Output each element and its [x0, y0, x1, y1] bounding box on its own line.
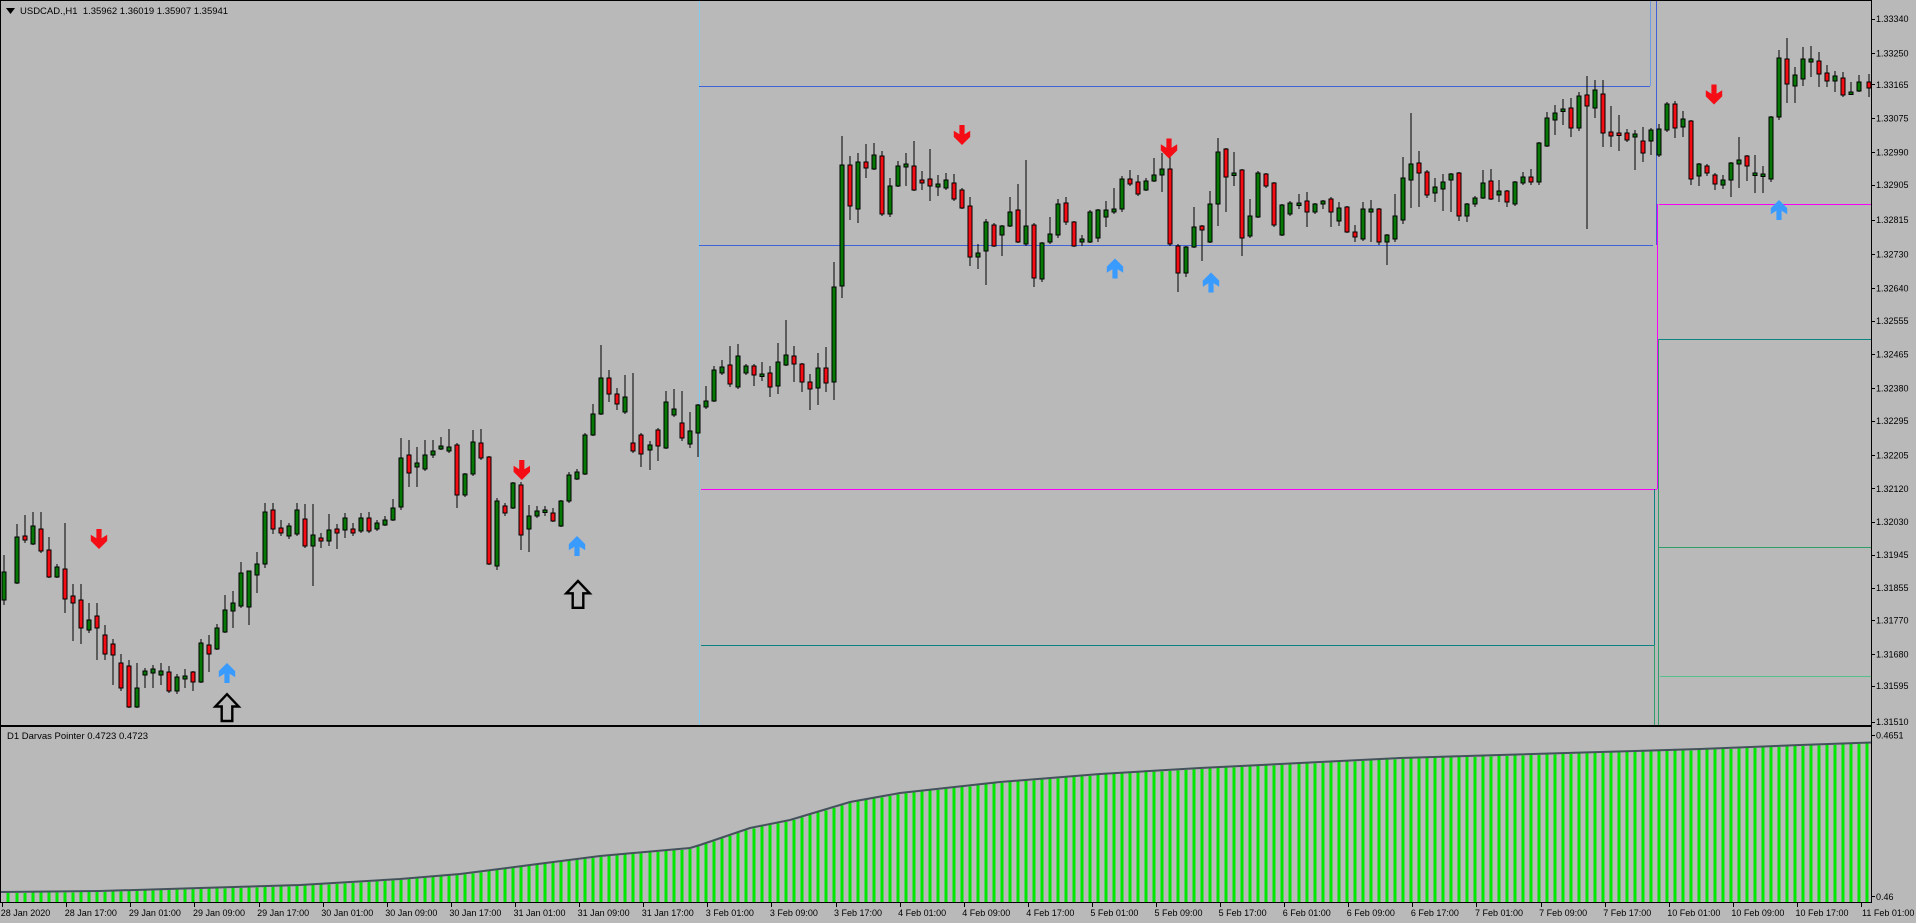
svg-text:1.32640: 1.32640	[1876, 283, 1909, 293]
svg-text:1.31595: 1.31595	[1876, 681, 1909, 691]
svg-text:29 Jan 01:00: 29 Jan 01:00	[129, 908, 181, 918]
svg-text:31 Jan 09:00: 31 Jan 09:00	[578, 908, 630, 918]
svg-text:1.32905: 1.32905	[1876, 180, 1909, 190]
svg-text:1.33165: 1.33165	[1876, 80, 1909, 90]
svg-text:7 Feb 01:00: 7 Feb 01:00	[1475, 908, 1523, 918]
svg-text:4 Feb 09:00: 4 Feb 09:00	[962, 908, 1010, 918]
svg-text:31 Jan 01:00: 31 Jan 01:00	[514, 908, 566, 918]
svg-text:1.31855: 1.31855	[1876, 583, 1909, 593]
svg-text:3 Feb 09:00: 3 Feb 09:00	[770, 908, 818, 918]
svg-text:29 Jan 09:00: 29 Jan 09:00	[193, 908, 245, 918]
svg-text:11 Feb 01:00: 11 Feb 01:00	[1862, 908, 1914, 918]
svg-text:31 Jan 17:00: 31 Jan 17:00	[642, 908, 694, 918]
svg-text:3 Feb 17:00: 3 Feb 17:00	[834, 908, 882, 918]
svg-text:29 Jan 17:00: 29 Jan 17:00	[257, 908, 309, 918]
svg-text:3 Feb 01:00: 3 Feb 01:00	[706, 908, 754, 918]
svg-text:1.32120: 1.32120	[1876, 484, 1909, 494]
svg-text:0.46: 0.46	[1876, 892, 1894, 902]
svg-text:5 Feb 17:00: 5 Feb 17:00	[1219, 908, 1267, 918]
svg-text:D1 Darvas Pointer 0.4723 0.472: D1 Darvas Pointer 0.4723 0.4723	[7, 731, 148, 742]
svg-text:1.32815: 1.32815	[1876, 215, 1909, 225]
svg-text:7 Feb 09:00: 7 Feb 09:00	[1539, 908, 1587, 918]
svg-text:5 Feb 01:00: 5 Feb 01:00	[1090, 908, 1138, 918]
svg-text:1.32730: 1.32730	[1876, 250, 1909, 260]
svg-text:1.31770: 1.31770	[1876, 616, 1909, 626]
svg-text:30 Jan 01:00: 30 Jan 01:00	[321, 908, 373, 918]
svg-text:6 Feb 01:00: 6 Feb 01:00	[1283, 908, 1331, 918]
svg-text:4 Feb 17:00: 4 Feb 17:00	[1026, 908, 1074, 918]
svg-text:1.32295: 1.32295	[1876, 416, 1909, 426]
svg-text:4 Feb 01:00: 4 Feb 01:00	[898, 908, 946, 918]
svg-text:1.32555: 1.32555	[1876, 316, 1909, 326]
svg-text:1.32030: 1.32030	[1876, 517, 1909, 527]
svg-text:10 Feb 01:00: 10 Feb 01:00	[1667, 908, 1720, 918]
svg-text:7 Feb 17:00: 7 Feb 17:00	[1603, 908, 1651, 918]
svg-text:1.32465: 1.32465	[1876, 350, 1909, 360]
svg-text:1.33340: 1.33340	[1876, 14, 1909, 24]
svg-text:0.4651: 0.4651	[1876, 730, 1904, 740]
svg-text:1.32205: 1.32205	[1876, 451, 1909, 461]
svg-text:1.31945: 1.31945	[1876, 550, 1909, 560]
svg-text:1.33075: 1.33075	[1876, 114, 1909, 124]
svg-text:1.32990: 1.32990	[1876, 147, 1909, 157]
svg-text:30 Jan 09:00: 30 Jan 09:00	[385, 908, 437, 918]
svg-text:6 Feb 17:00: 6 Feb 17:00	[1411, 908, 1459, 918]
svg-text:1.32380: 1.32380	[1876, 384, 1909, 394]
svg-text:28 Jan 2020: 28 Jan 2020	[1, 908, 51, 918]
svg-text:1.33250: 1.33250	[1876, 49, 1909, 59]
svg-text:5 Feb 09:00: 5 Feb 09:00	[1155, 908, 1203, 918]
svg-text:6 Feb 09:00: 6 Feb 09:00	[1347, 908, 1395, 918]
svg-text:1.31510: 1.31510	[1876, 717, 1909, 727]
svg-text:10 Feb 09:00: 10 Feb 09:00	[1731, 908, 1784, 918]
svg-text:1.31680: 1.31680	[1876, 649, 1909, 659]
svg-text:30 Jan 17:00: 30 Jan 17:00	[449, 908, 501, 918]
svg-text:USDCAD.,H1 1.35962 1.36019 1.: USDCAD.,H1 1.35962 1.36019 1.35907 1.359…	[20, 6, 228, 17]
svg-text:28 Jan 17:00: 28 Jan 17:00	[65, 908, 117, 918]
svg-text:10 Feb 17:00: 10 Feb 17:00	[1796, 908, 1849, 918]
